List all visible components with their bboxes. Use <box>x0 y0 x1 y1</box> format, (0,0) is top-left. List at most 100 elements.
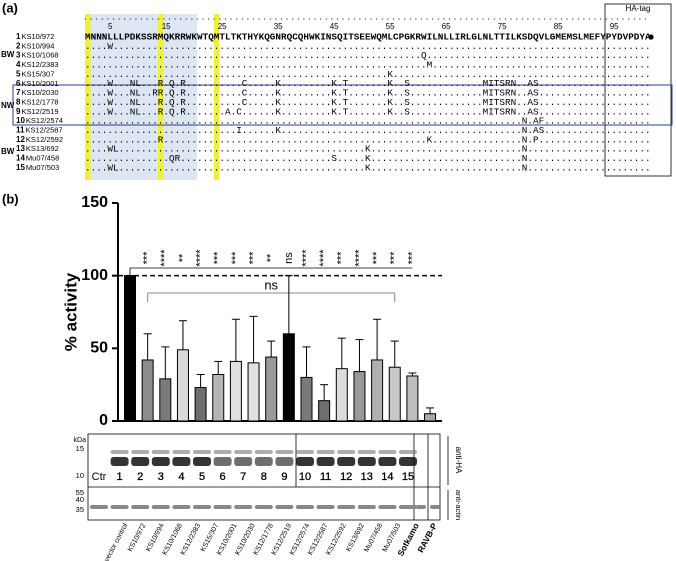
sequence-block: . <box>645 134 651 145</box>
sequence-block: S......... <box>533 106 589 117</box>
ha-band <box>151 450 170 454</box>
sequence-block: .MITSRN..A <box>477 78 533 89</box>
sequence-block: .....QR... <box>141 153 197 164</box>
ruler-label: 25 <box>218 22 227 31</box>
bar <box>212 373 225 422</box>
sequence-block: AF........ <box>533 116 589 127</box>
actin-band <box>131 505 150 509</box>
sequence-block: . <box>645 116 651 127</box>
strain-number: 1 <box>16 32 21 41</box>
sequence-block: ....K.T... <box>309 97 365 108</box>
sequence-block: .......... <box>421 116 477 127</box>
marker-label: 55 <box>76 488 84 497</box>
region-shade <box>90 14 197 180</box>
sequence-block: ....W...NL <box>85 78 141 89</box>
ruler-label: 85 <box>554 22 563 31</box>
sequence-block: ........N. <box>477 162 533 173</box>
sequence-block: .......... <box>141 144 197 155</box>
sequence-block: .......... <box>477 50 533 61</box>
lane-label: 8 <box>261 471 267 483</box>
actin-band <box>416 505 426 509</box>
sequence-block: .......... <box>589 88 645 99</box>
strain-number: 5 <box>16 70 21 79</box>
sequence-block: .......... <box>533 50 589 61</box>
sequence-block: A <box>645 31 651 42</box>
sequence-block: .......... <box>421 41 477 52</box>
lane-label: 13 <box>361 471 373 483</box>
significance-label: *** <box>389 251 401 265</box>
sequence-block: .......... <box>309 134 365 145</box>
strain-label: 10KS12/2574 <box>16 116 63 125</box>
sequence-block: . <box>645 125 651 136</box>
sequence-block: .......... <box>421 125 477 136</box>
sequence-block: . <box>645 144 651 155</box>
kda-label: kDa <box>74 437 87 444</box>
sequence-block: ..RR.Q.R.. <box>141 88 197 99</box>
sequence-block: .......... <box>253 60 309 71</box>
sequence-block: S......... <box>533 97 589 108</box>
strain-label: 15Mu07/503 <box>16 163 59 172</box>
sequence-block: ........N. <box>477 125 533 136</box>
ruler-label: 5 <box>108 22 113 31</box>
ha-band <box>378 450 397 454</box>
sequence-block: .......... <box>589 97 645 108</box>
sequence-block: ....WL.... <box>85 162 141 173</box>
actin-band <box>254 505 273 509</box>
sequence-block: EWQMLCPGKR <box>365 31 421 42</box>
ha-band <box>357 450 376 454</box>
sequence-block: .......... <box>589 60 645 71</box>
sequence-block: S......... <box>533 88 589 99</box>
ha-band <box>399 450 417 454</box>
sequence-block: ....K..S.. <box>365 88 421 99</box>
sequence-block: .K........ <box>421 134 477 145</box>
x-tick-label: KS12/2383 <box>180 522 202 556</box>
group-label: BW <box>1 50 15 59</box>
sequence-block: .......... <box>365 116 421 127</box>
actin-band <box>110 505 129 509</box>
actin-band <box>275 505 294 509</box>
sequence-block: .......... <box>589 144 645 155</box>
sequence-block: ....K..... <box>253 97 309 108</box>
sequence-block: .......... <box>141 69 197 80</box>
lane-label: 4 <box>178 471 184 483</box>
sequence-block: P......... <box>533 134 589 145</box>
sequence-block: . <box>645 153 651 164</box>
sequence-block: ....W..... <box>85 41 141 52</box>
sequence-block: .......... <box>85 60 141 71</box>
sequence-block: .......... <box>309 125 365 136</box>
actin-band <box>399 505 417 509</box>
ha-band <box>131 450 150 454</box>
sequence-block: .......... <box>197 162 253 173</box>
sequence-block: .......... <box>253 144 309 155</box>
strain-name: KS12/2587 <box>25 125 62 134</box>
sequence-block: EFYPYDVPDY <box>589 31 645 42</box>
strain-name: KS10/2001 <box>21 79 58 88</box>
sequence-block: .......... <box>589 116 645 127</box>
sequence-block: ........N. <box>477 116 533 127</box>
bar <box>282 333 295 422</box>
ha-band <box>275 457 294 466</box>
ha-band <box>296 450 314 454</box>
strain-name: KS10/994 <box>21 41 54 50</box>
sequence-block: .......... <box>589 41 645 52</box>
sequence-block: ....K..... <box>253 125 309 136</box>
ha-band <box>193 457 211 466</box>
actin-band <box>296 505 314 509</box>
ha-band <box>234 450 253 454</box>
strain-name: KS10/972 <box>21 32 54 41</box>
strain-label: 6KS10/2001 <box>16 79 59 88</box>
sequence-block: .......... <box>253 41 309 52</box>
sequence-block: .......... <box>197 60 253 71</box>
strain-number: 11 <box>16 126 25 135</box>
sequence-block: ....K..S.. <box>365 78 421 89</box>
met-highlight <box>213 14 220 180</box>
group-label: BW <box>1 147 15 156</box>
sequence-block: .......... <box>253 116 309 127</box>
sequence-block: .......... <box>477 60 533 71</box>
ha-band <box>193 450 211 454</box>
sequence-block: .......... <box>421 162 477 173</box>
sequence-block: .......... <box>421 97 477 108</box>
strain-name: KS15/307 <box>21 69 54 78</box>
sequence-block: .......... <box>589 78 645 89</box>
